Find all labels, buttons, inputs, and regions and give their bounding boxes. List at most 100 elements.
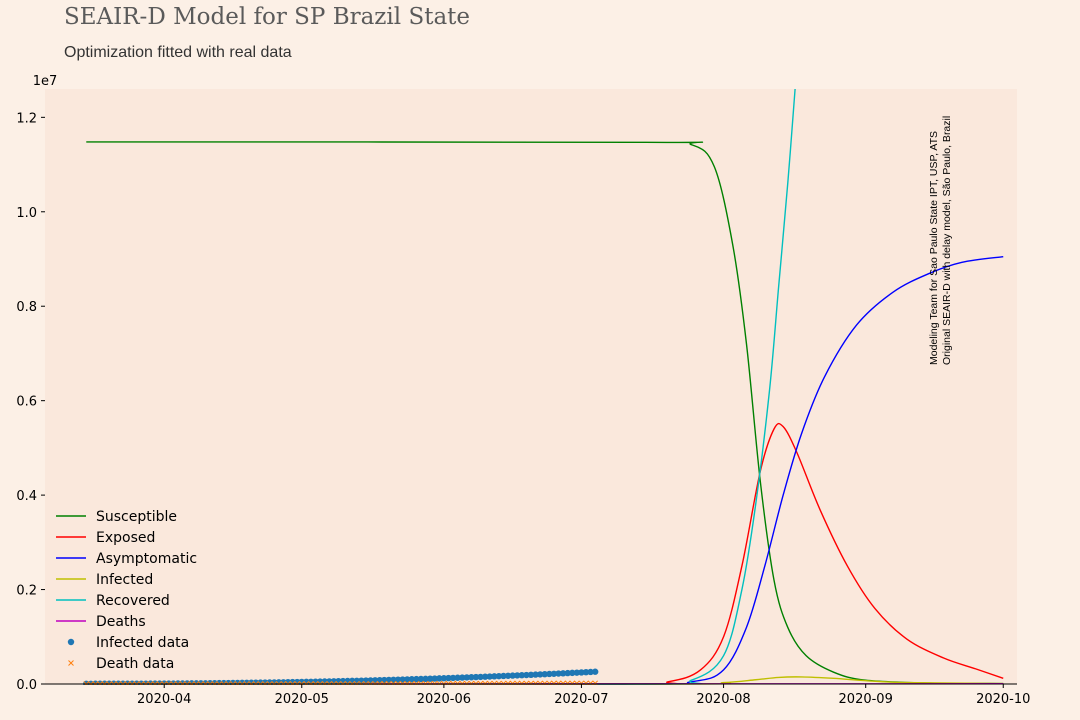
data-point-infected-data	[500, 672, 507, 680]
x-tick-label: 2020-06	[417, 692, 471, 707]
cross-stroke	[574, 680, 580, 685]
y-tick-label: 0.0	[16, 678, 37, 693]
data-point-infected-data	[559, 670, 567, 677]
cross-stroke	[583, 680, 589, 685]
data-point-death-data	[528, 680, 534, 685]
data-point-infected-data	[307, 678, 315, 685]
side-note-line1: Modeling Team for Sao Paulo State IPT, U…	[928, 130, 940, 365]
y-tick-label: 0.2	[16, 584, 37, 599]
y-offset-label: 1e7	[33, 74, 58, 89]
y-tick-label: 1.0	[16, 206, 37, 221]
cross-stroke	[565, 680, 571, 685]
data-point-infected-data	[449, 674, 457, 682]
x-tick-label: 2020-04	[137, 692, 191, 707]
cross-stroke	[547, 680, 553, 685]
legend-item-exposed: Exposed	[56, 530, 155, 546]
legend-item-deaths: Deaths	[56, 614, 146, 630]
cross-stroke	[524, 680, 530, 685]
data-point-death-data	[541, 680, 548, 685]
data-point-infected-data	[394, 676, 402, 683]
data-point-infected-data	[514, 672, 521, 679]
data-point-infected-data	[436, 675, 443, 682]
data-point-infected-data	[550, 670, 558, 677]
legend-label: Asymptomatic	[96, 551, 197, 567]
data-point-death-data	[551, 680, 557, 685]
data-point-infected-data	[582, 668, 590, 676]
data-point-death-data	[569, 680, 576, 685]
data-point-death-data	[532, 680, 539, 685]
cross-stroke	[551, 680, 557, 685]
data-point-infected-data	[573, 669, 581, 676]
cross-stroke	[533, 680, 539, 685]
data-point-infected-data	[463, 674, 471, 681]
cross-stroke	[542, 680, 548, 685]
legend: Susceptible Exposed Asymptomatic Infected Re…	[56, 509, 197, 672]
side-note-line2: Original SEAIR-D with delay model, São P…	[941, 115, 953, 365]
legend-item-death-data: Death data	[68, 656, 174, 672]
data-point-infected-data	[578, 669, 585, 676]
axes-layer: 2020-04 2020-05 2020-06 2020-07 2020-08 2020-…	[16, 111, 1030, 707]
x-tick-label: 2020-07	[554, 692, 608, 707]
cross-stroke	[519, 680, 525, 685]
x-tick-label: 2020-09	[839, 692, 893, 707]
data-point-infected-data	[426, 675, 434, 682]
data-point-infected-data	[523, 671, 530, 679]
cross-stroke	[537, 680, 544, 685]
cross-stroke	[528, 680, 534, 685]
data-point-infected-data	[284, 678, 292, 685]
cross-stroke	[560, 680, 566, 685]
data-point-infected-data	[440, 675, 448, 682]
legend-item-recovered: Recovered	[56, 593, 170, 609]
side-note: Modeling Team for Sao Paulo State IPT, U…	[928, 116, 954, 365]
chart-title: SEAIR-D Model for SP Brazil State	[64, 4, 471, 30]
cross-stroke	[592, 680, 599, 685]
data-point-death-data	[573, 680, 580, 685]
data-point-infected-data	[445, 674, 452, 682]
plot-area	[45, 89, 1017, 684]
cross-stroke	[569, 680, 576, 685]
series-line-susceptible	[86, 141, 1004, 685]
legend-label: Susceptible	[96, 509, 177, 525]
data-point-death-data	[518, 680, 525, 685]
data-point-infected-data	[404, 676, 411, 683]
data-point-infected-data	[569, 669, 576, 677]
y-tick-label: 0.4	[16, 489, 37, 504]
data-point-infected-data	[316, 678, 324, 685]
data-point-infected-data	[408, 676, 415, 683]
data-point-infected-data	[491, 673, 498, 680]
data-point-death-data	[537, 680, 544, 685]
x-tick-label: 2020-08	[696, 692, 750, 707]
data-point-infected-data	[454, 674, 461, 681]
legend-label: Deaths	[96, 614, 146, 630]
data-point-infected-data	[293, 678, 301, 685]
data-point-infected-data	[390, 676, 397, 683]
data-point-infected-data	[413, 675, 420, 683]
x-tick-label: 2020-05	[275, 692, 329, 707]
legend-item-infected-data: Infected data	[67, 635, 189, 651]
data-point-death-data	[583, 680, 589, 685]
data-point-infected-data	[303, 678, 310, 685]
legend-label: Infected data	[96, 635, 189, 651]
y-tick-label: 0.6	[16, 395, 37, 410]
data-point-infected-data	[555, 670, 562, 677]
data-point-infected-data	[527, 671, 535, 679]
legend-item-asymptomatic: Asymptomatic	[56, 551, 197, 567]
cross-stroke	[556, 680, 562, 685]
y-tick-label: 0.8	[16, 300, 37, 315]
cross-stroke	[579, 680, 585, 685]
data-point-death-data	[560, 680, 566, 685]
data-point-death-data	[546, 680, 553, 685]
data-point-infected-data	[298, 678, 305, 685]
data-point-infected-data	[399, 676, 406, 683]
data-point-infected-data	[431, 675, 438, 682]
data-point-infected-data	[564, 669, 571, 677]
data-point-death-data	[587, 680, 594, 685]
data-point-death-data	[592, 680, 599, 685]
chart-subtitle: Optimization fitted with real data	[64, 44, 292, 61]
data-point-infected-data	[546, 670, 553, 678]
data-point-infected-data	[481, 673, 489, 680]
legend-label: Exposed	[96, 530, 155, 546]
legend-item-susceptible: Susceptible	[56, 509, 177, 525]
legend-label: Death data	[96, 656, 174, 672]
